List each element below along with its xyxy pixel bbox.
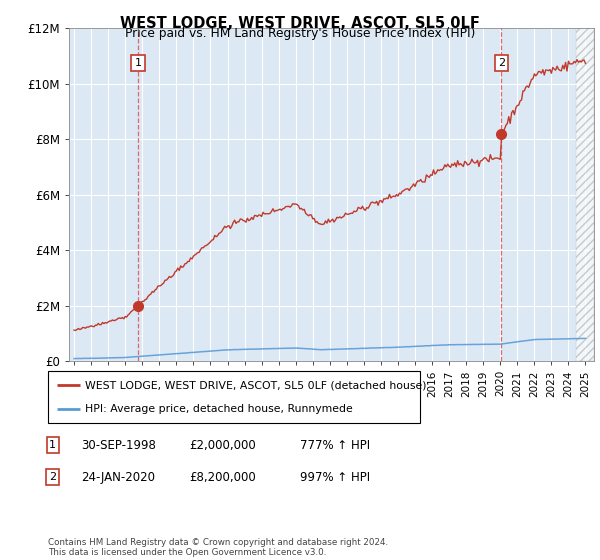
Text: 2: 2 <box>49 472 56 482</box>
Text: £8,200,000: £8,200,000 <box>189 470 256 484</box>
Text: 777% ↑ HPI: 777% ↑ HPI <box>300 438 370 452</box>
Text: HPI: Average price, detached house, Runnymede: HPI: Average price, detached house, Runn… <box>85 404 353 414</box>
Text: £2,000,000: £2,000,000 <box>189 438 256 452</box>
Text: Contains HM Land Registry data © Crown copyright and database right 2024.
This d: Contains HM Land Registry data © Crown c… <box>48 538 388 557</box>
Text: WEST LODGE, WEST DRIVE, ASCOT, SL5 0LF: WEST LODGE, WEST DRIVE, ASCOT, SL5 0LF <box>120 16 480 31</box>
Text: 2: 2 <box>498 58 505 68</box>
Text: 30-SEP-1998: 30-SEP-1998 <box>81 438 156 452</box>
Text: Price paid vs. HM Land Registry's House Price Index (HPI): Price paid vs. HM Land Registry's House … <box>125 27 475 40</box>
Text: 1: 1 <box>134 58 142 68</box>
Text: WEST LODGE, WEST DRIVE, ASCOT, SL5 0LF (detached house): WEST LODGE, WEST DRIVE, ASCOT, SL5 0LF (… <box>85 380 427 390</box>
Bar <box>575 28 594 361</box>
Text: 24-JAN-2020: 24-JAN-2020 <box>81 470 155 484</box>
Text: 997% ↑ HPI: 997% ↑ HPI <box>300 470 370 484</box>
Text: 1: 1 <box>49 440 56 450</box>
